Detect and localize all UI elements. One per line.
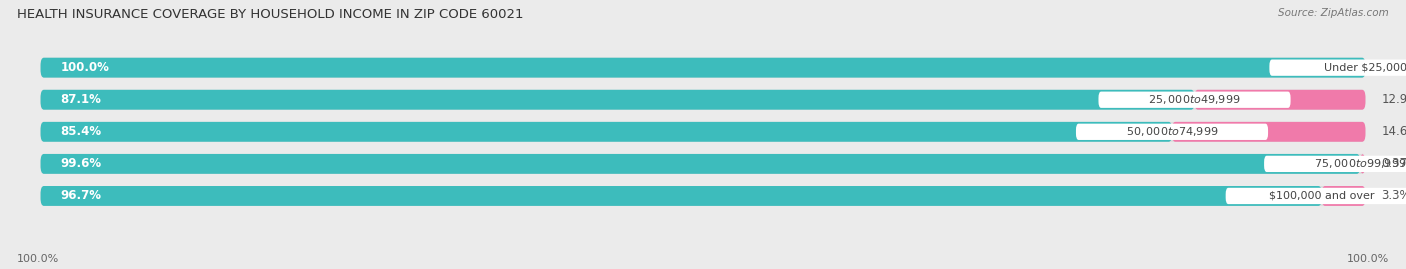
Text: Under $25,000: Under $25,000: [1324, 63, 1406, 73]
FancyBboxPatch shape: [1098, 91, 1291, 108]
Text: 12.9%: 12.9%: [1381, 93, 1406, 106]
Text: 14.6%: 14.6%: [1381, 125, 1406, 138]
Text: 3.3%: 3.3%: [1381, 189, 1406, 203]
Text: Source: ZipAtlas.com: Source: ZipAtlas.com: [1278, 8, 1389, 18]
FancyBboxPatch shape: [41, 122, 1365, 142]
FancyBboxPatch shape: [41, 58, 1365, 78]
FancyBboxPatch shape: [1195, 90, 1365, 110]
FancyBboxPatch shape: [41, 122, 1173, 142]
Text: 85.4%: 85.4%: [60, 125, 101, 138]
FancyBboxPatch shape: [1270, 59, 1406, 76]
Text: $100,000 and over: $100,000 and over: [1270, 191, 1375, 201]
Text: 0.37%: 0.37%: [1381, 157, 1406, 170]
FancyBboxPatch shape: [41, 58, 1365, 78]
FancyBboxPatch shape: [1173, 122, 1365, 142]
Text: 100.0%: 100.0%: [17, 254, 59, 264]
Text: 100.0%: 100.0%: [60, 61, 110, 74]
Text: 99.6%: 99.6%: [60, 157, 101, 170]
FancyBboxPatch shape: [41, 154, 1365, 174]
Text: 87.1%: 87.1%: [60, 93, 101, 106]
Text: 96.7%: 96.7%: [60, 189, 101, 203]
Text: $50,000 to $74,999: $50,000 to $74,999: [1126, 125, 1218, 138]
FancyBboxPatch shape: [1076, 124, 1268, 140]
Text: 100.0%: 100.0%: [1347, 254, 1389, 264]
FancyBboxPatch shape: [41, 90, 1365, 110]
FancyBboxPatch shape: [1360, 154, 1365, 174]
FancyBboxPatch shape: [41, 90, 1195, 110]
FancyBboxPatch shape: [41, 186, 1365, 206]
FancyBboxPatch shape: [41, 154, 1360, 174]
FancyBboxPatch shape: [41, 186, 1322, 206]
FancyBboxPatch shape: [1322, 186, 1365, 206]
FancyBboxPatch shape: [1264, 156, 1406, 172]
Text: $75,000 to $99,999: $75,000 to $99,999: [1313, 157, 1406, 170]
FancyBboxPatch shape: [1226, 188, 1406, 204]
Text: $25,000 to $49,999: $25,000 to $49,999: [1149, 93, 1240, 106]
Text: HEALTH INSURANCE COVERAGE BY HOUSEHOLD INCOME IN ZIP CODE 60021: HEALTH INSURANCE COVERAGE BY HOUSEHOLD I…: [17, 8, 523, 21]
